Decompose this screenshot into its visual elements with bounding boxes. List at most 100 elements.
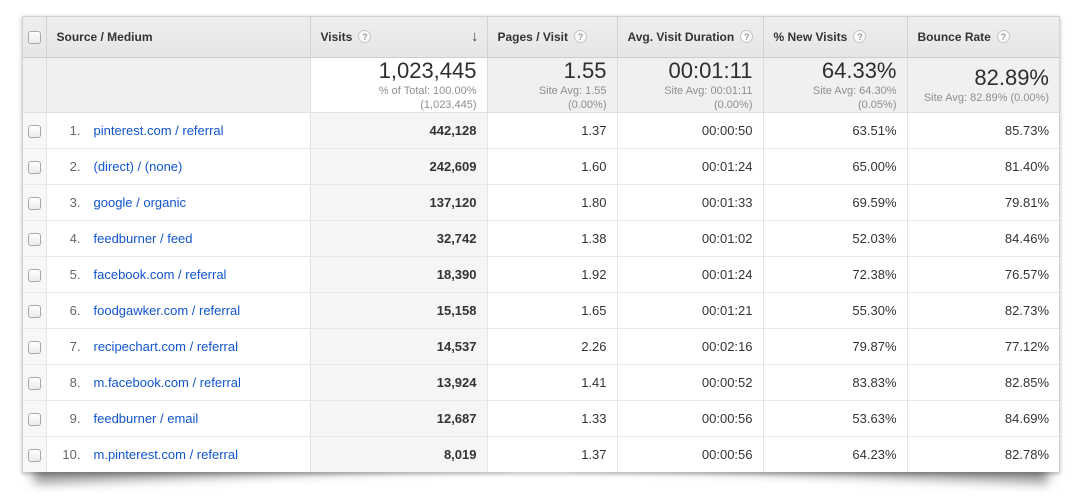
row-checkbox[interactable] <box>27 376 41 390</box>
avg-visit-duration-cell: 00:00:50 <box>616 111 763 148</box>
help-icon[interactable]: ? <box>996 30 1010 44</box>
pages-visit-cell: 2.26 <box>486 327 617 364</box>
pages-visit-cell: 1.37 <box>486 111 617 148</box>
row-checkbox-cell <box>23 111 46 148</box>
column-header-avg-visit-duration[interactable]: Avg. Visit Duration ? <box>616 17 763 58</box>
total-visits-subtext: % of Total: 100.00% (1,023,445) <box>378 84 477 111</box>
new-visits-cell: 53.63% <box>762 399 907 436</box>
table-row: 10. m.pinterest.com / referral 8,019 1.37… <box>23 435 1059 472</box>
table-row: 4. feedburner / feed 32,742 1.38 00:01:02… <box>23 219 1059 256</box>
help-icon[interactable]: ? <box>573 30 587 44</box>
select-all-cell <box>23 17 46 58</box>
bounce-rate-cell: 82.78% <box>906 435 1059 472</box>
row-number: 10. <box>62 446 81 462</box>
avg-visit-duration-cell: 00:01:33 <box>616 183 763 220</box>
new-visits-cell: 63.51% <box>762 111 907 148</box>
source-medium-cell: 1. pinterest.com / referral <box>45 111 310 148</box>
summary-empty-cell <box>23 57 46 113</box>
help-icon[interactable]: ? <box>853 30 867 44</box>
row-checkbox[interactable] <box>27 340 41 354</box>
avg-pages-visit: 1.55 <box>563 57 607 83</box>
table-body: 1. pinterest.com / referral 442,128 1.37 … <box>23 111 1059 472</box>
new-visits-cell: 52.03% <box>762 219 907 256</box>
source-medium-cell: 2. (direct) / (none) <box>45 147 310 184</box>
table-row: 5. facebook.com / referral 18,390 1.92 00… <box>23 255 1059 292</box>
column-header-new-visits[interactable]: % New Visits ? <box>762 17 907 58</box>
visits-cell: 8,019 <box>309 435 487 472</box>
bounce-rate-cell: 77.12% <box>906 327 1059 364</box>
source-medium-link[interactable]: m.pinterest.com / referral <box>93 446 239 462</box>
row-checkbox[interactable] <box>27 160 41 174</box>
table-row: 1. pinterest.com / referral 442,128 1.37 … <box>23 111 1059 148</box>
new-visits-cell: 79.87% <box>762 327 907 364</box>
source-medium-link[interactable]: pinterest.com / referral <box>93 122 224 138</box>
column-label: Bounce Rate <box>917 29 991 44</box>
source-medium-link[interactable]: google / organic <box>93 194 187 210</box>
source-medium-link[interactable]: feedburner / feed <box>93 230 193 246</box>
bounce-rate-cell: 82.73% <box>906 291 1059 328</box>
row-number: 5. <box>69 266 81 282</box>
row-checkbox-cell <box>23 327 46 364</box>
row-checkbox[interactable] <box>27 448 41 462</box>
source-medium-link[interactable]: (direct) / (none) <box>93 158 183 174</box>
row-checkbox[interactable] <box>27 196 41 210</box>
source-medium-table: Source / Medium Visits ? ↓ Pages / Visit… <box>23 17 1059 472</box>
source-medium-link[interactable]: m.facebook.com / referral <box>93 374 241 390</box>
pages-visit-cell: 1.92 <box>486 255 617 292</box>
row-checkbox-cell <box>23 363 46 400</box>
sort-descending-icon[interactable]: ↓ <box>471 28 479 46</box>
pages-visit-cell: 1.33 <box>486 399 617 436</box>
avg-new-visits-subtext: Site Avg: 64.30% (0.05%) <box>812 84 897 111</box>
table-row: 6. foodgawker.com / referral 15,158 1.65 … <box>23 291 1059 328</box>
table-row: 7. recipechart.com / referral 14,537 2.26… <box>23 327 1059 364</box>
bounce-rate-cell: 84.46% <box>906 219 1059 256</box>
summary-source-cell <box>45 57 310 113</box>
avg-visit-duration-cell: 00:01:02 <box>616 219 763 256</box>
new-visits-cell: 72.38% <box>762 255 907 292</box>
avg-visit-duration-cell: 00:00:56 <box>616 399 763 436</box>
avg-visit-duration-cell: 00:00:56 <box>616 435 763 472</box>
avg-visit-duration-cell: 00:01:24 <box>616 147 763 184</box>
avg-visit-duration: 00:01:11 <box>668 57 753 83</box>
source-medium-cell: 9. feedburner / email <box>45 399 310 436</box>
visits-cell: 13,924 <box>309 363 487 400</box>
source-medium-cell: 3. google / organic <box>45 183 310 220</box>
row-checkbox-cell <box>23 255 46 292</box>
column-header-source-medium[interactable]: Source / Medium <box>45 17 310 58</box>
avg-visit-duration-cell: 00:01:24 <box>616 255 763 292</box>
row-checkbox-cell <box>23 183 46 220</box>
help-icon[interactable]: ? <box>358 30 372 44</box>
source-medium-link[interactable]: facebook.com / referral <box>93 266 227 282</box>
help-icon[interactable]: ? <box>740 30 754 44</box>
row-checkbox[interactable] <box>27 124 41 138</box>
row-checkbox[interactable] <box>27 232 41 246</box>
column-header-bounce-rate[interactable]: Bounce Rate ? <box>906 17 1059 58</box>
column-header-visits[interactable]: Visits ? ↓ <box>309 17 487 58</box>
table-row: 9. feedburner / email 12,687 1.33 00:00:5… <box>23 399 1059 436</box>
source-medium-link[interactable]: recipechart.com / referral <box>93 338 239 354</box>
visits-cell: 14,537 <box>309 327 487 364</box>
bounce-rate-cell: 85.73% <box>906 111 1059 148</box>
row-checkbox-cell <box>23 399 46 436</box>
source-medium-cell: 4. feedburner / feed <box>45 219 310 256</box>
new-visits-cell: 55.30% <box>762 291 907 328</box>
bounce-rate-cell: 76.57% <box>906 255 1059 292</box>
summary-visits-cell: 1,023,445 % of Total: 100.00% (1,023,445… <box>309 57 487 113</box>
source-medium-cell: 5. facebook.com / referral <box>45 255 310 292</box>
source-medium-link[interactable]: foodgawker.com / referral <box>93 302 241 318</box>
select-all-checkbox[interactable] <box>27 30 41 44</box>
visits-cell: 32,742 <box>309 219 487 256</box>
pages-visit-cell: 1.65 <box>486 291 617 328</box>
row-checkbox[interactable] <box>27 268 41 282</box>
row-checkbox[interactable] <box>27 412 41 426</box>
summary-duration-cell: 00:01:11 Site Avg: 00:01:11 (0.00%) <box>616 57 763 113</box>
row-number: 9. <box>69 410 81 426</box>
row-number: 8. <box>69 374 81 390</box>
source-medium-cell: 10. m.pinterest.com / referral <box>45 435 310 472</box>
bounce-rate-cell: 79.81% <box>906 183 1059 220</box>
row-checkbox-cell <box>23 219 46 256</box>
source-medium-cell: 8. m.facebook.com / referral <box>45 363 310 400</box>
row-checkbox[interactable] <box>27 304 41 318</box>
source-medium-link[interactable]: feedburner / email <box>93 410 199 426</box>
column-header-pages-visit[interactable]: Pages / Visit ? <box>486 17 617 58</box>
